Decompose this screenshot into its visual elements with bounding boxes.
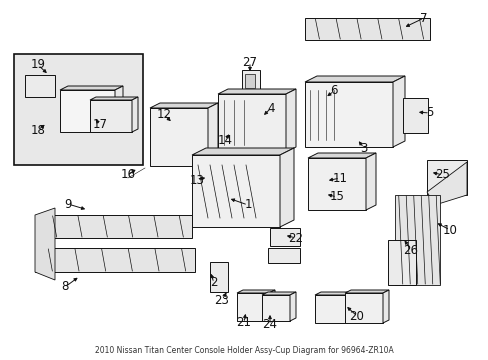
Bar bbox=[35, 248, 195, 272]
Text: 13: 13 bbox=[189, 174, 204, 186]
Polygon shape bbox=[132, 97, 138, 132]
Polygon shape bbox=[382, 290, 388, 323]
Text: 27: 27 bbox=[242, 55, 257, 68]
Bar bbox=[150, 108, 207, 166]
Text: 4: 4 bbox=[267, 102, 274, 114]
Bar bbox=[40, 215, 192, 238]
Polygon shape bbox=[307, 153, 375, 158]
Bar bbox=[305, 82, 392, 147]
Bar bbox=[314, 295, 346, 323]
Polygon shape bbox=[60, 86, 123, 90]
Text: 1: 1 bbox=[244, 198, 251, 211]
Polygon shape bbox=[237, 290, 274, 293]
Bar bbox=[387, 240, 415, 285]
Polygon shape bbox=[90, 97, 138, 100]
Bar bbox=[244, 74, 254, 88]
Text: 8: 8 bbox=[61, 280, 68, 293]
Bar bbox=[402, 98, 427, 133]
Text: 15: 15 bbox=[329, 190, 344, 203]
Polygon shape bbox=[35, 208, 55, 280]
Polygon shape bbox=[314, 292, 352, 295]
Polygon shape bbox=[280, 148, 293, 227]
Bar bbox=[90, 100, 132, 132]
Text: 24: 24 bbox=[262, 319, 277, 332]
Polygon shape bbox=[426, 162, 466, 205]
Bar bbox=[242, 70, 260, 92]
Polygon shape bbox=[268, 290, 274, 321]
Text: 19: 19 bbox=[30, 58, 45, 72]
Polygon shape bbox=[392, 76, 404, 147]
Bar bbox=[307, 158, 365, 210]
Polygon shape bbox=[207, 103, 218, 166]
Text: 10: 10 bbox=[442, 224, 456, 237]
Text: 3: 3 bbox=[360, 141, 367, 154]
Text: 12: 12 bbox=[156, 108, 171, 122]
Polygon shape bbox=[115, 86, 123, 132]
Text: 16: 16 bbox=[120, 168, 135, 181]
Text: 7: 7 bbox=[419, 12, 427, 24]
Bar bbox=[269, 228, 299, 246]
Text: 23: 23 bbox=[214, 293, 229, 306]
Polygon shape bbox=[150, 103, 218, 108]
Bar bbox=[237, 293, 268, 321]
Text: 5: 5 bbox=[426, 107, 433, 120]
Text: 11: 11 bbox=[332, 171, 347, 184]
Text: 22: 22 bbox=[288, 231, 303, 244]
Bar bbox=[192, 155, 280, 227]
Bar bbox=[218, 94, 285, 152]
Bar bbox=[14, 54, 142, 165]
Bar bbox=[394, 195, 439, 285]
Text: 2: 2 bbox=[210, 276, 217, 289]
Text: 25: 25 bbox=[435, 168, 449, 181]
Bar bbox=[426, 160, 466, 195]
Bar bbox=[262, 295, 289, 321]
Bar bbox=[60, 90, 115, 132]
Polygon shape bbox=[262, 292, 295, 295]
Text: 9: 9 bbox=[64, 198, 72, 211]
Polygon shape bbox=[192, 148, 293, 155]
Text: 18: 18 bbox=[30, 123, 45, 136]
Bar bbox=[305, 18, 429, 40]
Bar bbox=[209, 262, 227, 292]
Polygon shape bbox=[305, 76, 404, 82]
Text: 14: 14 bbox=[217, 134, 232, 147]
Polygon shape bbox=[218, 89, 295, 94]
Polygon shape bbox=[285, 89, 295, 152]
Bar bbox=[345, 293, 382, 323]
Text: 2010 Nissan Titan Center Console Holder Assy-Cup Diagram for 96964-ZR10A: 2010 Nissan Titan Center Console Holder … bbox=[95, 346, 393, 355]
Bar bbox=[25, 75, 55, 97]
Polygon shape bbox=[289, 292, 295, 321]
Text: 6: 6 bbox=[329, 85, 337, 98]
Polygon shape bbox=[345, 290, 388, 293]
Text: 20: 20 bbox=[349, 310, 364, 323]
Text: 26: 26 bbox=[403, 243, 418, 256]
Text: 21: 21 bbox=[236, 316, 251, 329]
Polygon shape bbox=[346, 292, 352, 323]
Polygon shape bbox=[365, 153, 375, 210]
Bar bbox=[267, 248, 299, 263]
Text: 17: 17 bbox=[92, 118, 107, 131]
